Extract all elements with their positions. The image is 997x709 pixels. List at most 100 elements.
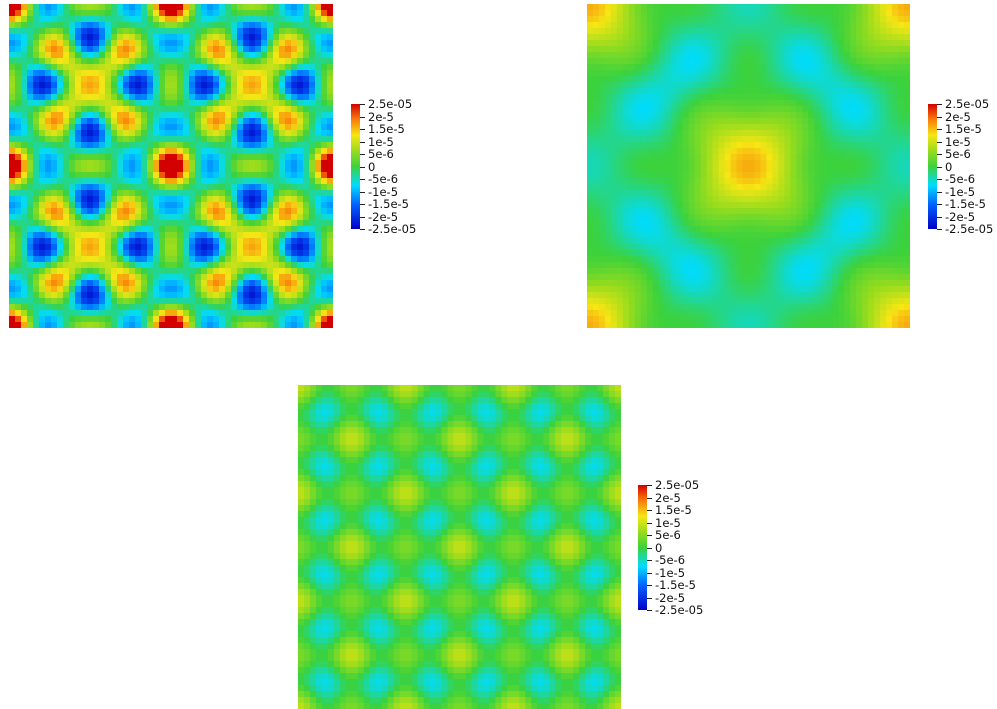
field-cell [207,148,214,155]
field-cell [856,118,863,125]
field-cell [261,154,268,161]
field-cell [177,160,184,167]
field-cell [27,112,34,119]
field-cell [153,136,160,143]
field-cell [111,58,118,65]
field-cell [135,220,142,227]
field-cell [111,148,118,155]
field-cell [57,202,64,209]
field-cell [93,268,100,275]
field-cell [658,190,666,197]
field-cell [670,208,678,215]
field-cell [291,76,298,83]
field-cell [724,202,732,209]
field-cell [742,118,750,125]
field-cell [814,94,821,101]
field-cell [123,184,130,191]
field-cell [622,52,630,59]
field-cell [255,298,262,305]
field-cell [117,106,124,113]
field-cell [189,58,196,65]
field-cell [904,10,910,17]
field-cell [105,118,112,125]
field-cell [772,196,780,203]
field-cell [111,220,118,227]
field-cell [93,28,100,35]
field-cell [243,250,250,257]
field-cell [249,64,256,71]
field-cell [646,46,654,53]
field-cell [587,58,594,65]
field-cell [105,256,112,263]
field-cell [273,100,280,107]
field-cell [15,10,22,17]
field-cell [694,190,702,197]
field-cell [207,22,214,29]
field-cell [135,100,142,107]
field-cell [249,136,256,143]
field-cell [628,10,636,17]
field-cell [886,130,893,137]
field-cell [303,160,310,167]
field-cell [838,58,845,65]
field-cell [123,70,130,77]
field-cell [862,160,869,167]
field-cell [93,316,100,323]
field-cell [111,274,118,281]
field-cell [820,190,827,197]
field-cell [141,208,148,215]
field-cell [303,106,310,113]
field-cell [225,298,232,305]
field-cell [147,190,154,197]
field-cell [802,124,809,131]
field-cell [814,226,821,233]
field-cell [760,136,768,143]
field-cell [183,142,190,149]
field-cell [592,208,600,215]
field-cell [183,28,190,35]
field-cell [273,268,280,275]
field-cell [742,214,750,221]
field-cell [231,28,238,35]
field-cell [832,4,839,11]
field-cell [309,142,316,149]
field-cell [183,304,190,311]
field-cell [63,316,70,323]
field-cell [117,280,124,287]
field-cell [195,22,202,29]
field-cell [309,196,316,203]
field-cell [117,64,124,71]
field-cell [273,154,280,161]
field-cell [255,214,262,221]
field-cell [616,136,624,143]
field-cell [587,88,594,95]
field-cell [165,112,172,119]
field-cell [832,28,839,35]
field-cell [21,46,28,53]
field-cell [261,172,268,179]
field-cell [129,292,136,299]
field-cell [892,28,899,35]
field-cell [712,130,720,137]
field-cell [321,310,328,317]
field-cell [898,28,905,35]
field-cell [736,112,744,119]
field-cell [75,154,82,161]
field-cell [213,34,220,41]
field-cell [766,166,774,173]
field-cell [141,202,148,209]
field-cell [682,106,690,113]
field-cell [159,220,166,227]
field-cell [255,226,262,233]
field-cell [814,22,821,29]
field-cell [255,112,262,119]
field-cell [790,82,797,89]
field-cell [195,310,202,317]
field-cell [135,184,142,191]
field-cell [63,190,70,197]
field-cell [231,94,238,101]
field-cell [93,148,100,155]
field-cell [99,184,106,191]
field-cell [820,40,827,47]
field-cell [898,202,905,209]
